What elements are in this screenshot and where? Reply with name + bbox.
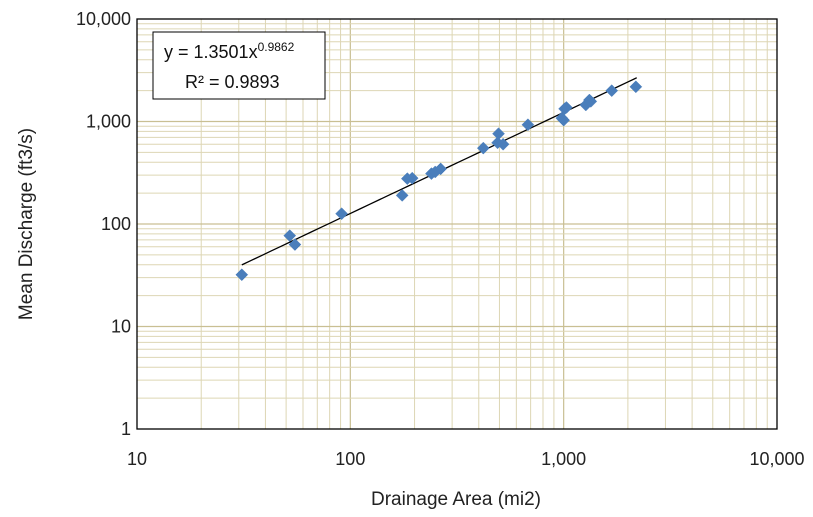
x-tick-label: 10,000	[749, 449, 804, 469]
x-tick-label: 1,000	[541, 449, 586, 469]
y-tick-label: 1,000	[86, 112, 131, 132]
data-point	[335, 207, 348, 221]
x-tick-label: 100	[335, 449, 365, 469]
y-tick-label: 100	[101, 214, 131, 234]
data-point	[496, 137, 510, 151]
data-point	[584, 95, 598, 108]
data-point	[557, 113, 571, 127]
y-tick-label: 10	[111, 317, 131, 337]
x-tick-label: 10	[127, 449, 147, 469]
data-point	[476, 141, 490, 155]
trendline-equation: y = 1.3501x0.9862	[164, 40, 295, 62]
data-point	[605, 84, 619, 97]
data-point	[521, 118, 535, 132]
equation-box: y = 1.3501x0.9862 R² = 0.9893	[152, 31, 326, 100]
equation-box-frame	[152, 31, 326, 100]
data-point	[560, 101, 573, 114]
data-point	[235, 268, 249, 282]
data-points	[235, 80, 643, 282]
equation-exponent: 0.9862	[258, 40, 295, 54]
data-point	[288, 238, 302, 251]
equation-base: y = 1.3501x	[164, 42, 258, 62]
data-point	[405, 171, 419, 185]
r-squared-label: R² = 0.9893	[185, 72, 280, 92]
data-point	[434, 162, 447, 176]
y-tick-label: 1	[121, 419, 131, 439]
x-axis-title: Drainage Area (mi2)	[371, 489, 541, 510]
y-axis-title: Mean Discharge (ft3/s)	[16, 128, 37, 320]
y-tick-label: 10,000	[76, 9, 131, 29]
data-point	[283, 229, 297, 242]
data-point	[629, 80, 643, 94]
tick-labels: 10 100 1,000 10,000 1 10 100 1,000 10,000	[76, 9, 805, 469]
plot-area-border	[136, 18, 778, 430]
data-point	[395, 189, 409, 202]
data-point	[492, 127, 505, 141]
